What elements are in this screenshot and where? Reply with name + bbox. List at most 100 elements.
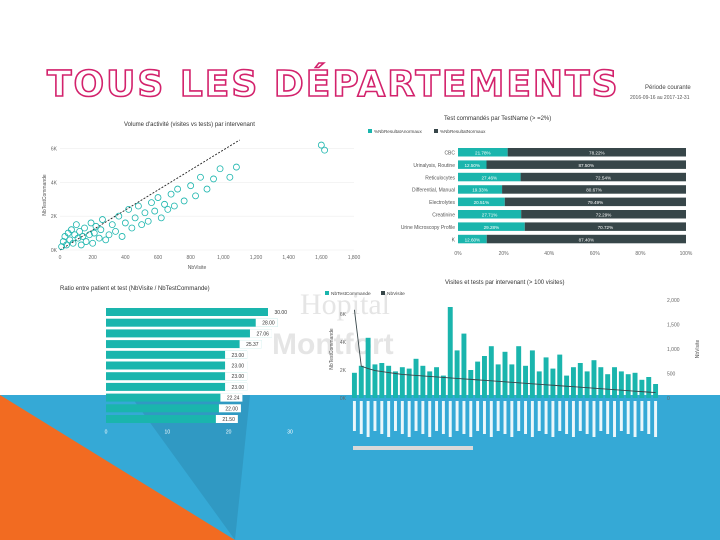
stacked-bar-normal — [504, 197, 686, 207]
stacked-label-normal: 78.22% — [589, 151, 605, 156]
scatter-title: Volume d'activité (visites vs tests) par… — [124, 122, 255, 128]
stacked-bar-chart[interactable]: %NbResultatAnormaux %NbResultatNormaux CBC… — [362, 112, 698, 268]
combo-category-label — [585, 401, 589, 434]
ratio-label-bg — [215, 415, 238, 423]
combo-bar — [434, 367, 440, 398]
combo-category-label — [578, 401, 582, 431]
combo-chart[interactable]: NbTestCommande NbVisite 0K 2K 4K 6K 0 500 1,000 1… — [325, 276, 705, 456]
combo-category-label — [380, 401, 384, 434]
stacked-bar-normal — [486, 234, 686, 244]
combo-category-label — [551, 401, 555, 437]
combo-category-label — [414, 401, 418, 431]
scatter-x-tick: 400 — [121, 255, 130, 261]
stacked-bar-normal — [486, 160, 686, 169]
ratio-label-bg — [220, 393, 243, 402]
scatter-point — [210, 175, 217, 183]
combo-bar — [591, 360, 597, 398]
scatter-point — [81, 224, 88, 232]
combo-category-label — [387, 401, 391, 437]
combo-bar — [523, 365, 528, 398]
scatter-point — [144, 217, 152, 225]
scatter-point — [102, 236, 110, 244]
scatter-point — [63, 241, 70, 249]
combo-category-label — [503, 401, 507, 434]
combo-category-label — [530, 401, 534, 437]
stacked-x-tick: 20% — [499, 251, 510, 257]
ratio-label-bg — [225, 372, 248, 381]
scatter-x-tick: 1,200 — [250, 255, 263, 261]
combo-y2-tick: 2,000 — [667, 298, 680, 304]
scatter-point — [187, 182, 195, 190]
stacked-label-normal: 87.50% — [578, 163, 594, 168]
stacked-bar-abnormal — [458, 234, 487, 244]
stacked-bar-normal — [524, 222, 686, 231]
ratio-bar — [106, 372, 248, 381]
stacked-label-abnormal: 27.46% — [482, 175, 498, 180]
scatter-point — [74, 234, 82, 242]
combo-category-label — [441, 401, 445, 434]
ratio-label-bg — [239, 340, 262, 349]
ratio-label-bg — [225, 361, 248, 370]
combo-bar — [372, 364, 378, 398]
stacked-category-label: Urinalysis, Routine — [413, 163, 455, 169]
combo-category-label — [462, 401, 466, 434]
stacked-label-normal: 72.29% — [596, 213, 612, 218]
combo-y2-tick: 1,500 — [667, 323, 680, 329]
scatter-point — [203, 185, 211, 193]
stacked-legend-label: %NbResultatAnormaux — [374, 129, 422, 134]
combo-category-label — [517, 401, 521, 431]
combo-bar — [379, 363, 385, 398]
ratio-x-tick: 0 — [105, 430, 108, 436]
scatter-point — [90, 229, 98, 237]
scatter-x-tick: 200 — [88, 255, 97, 261]
scatter-point — [77, 241, 85, 249]
scatter-point — [164, 205, 172, 213]
scatter-chart[interactable]: 0K 2K 4K 6K 0 200 400 600 800 1,000 1,200 1,400 1,60… — [40, 118, 362, 270]
scatter-point — [141, 209, 149, 217]
combo-category-label — [435, 401, 439, 431]
combo-category-label — [482, 401, 486, 434]
combo-category-label — [428, 401, 432, 437]
ratio-bar — [106, 318, 278, 327]
ratio-value-label: 28.00 — [262, 321, 275, 327]
combo-bar — [570, 367, 576, 398]
scatter-point — [192, 192, 199, 200]
combo-bar — [440, 375, 446, 398]
combo-bar — [427, 371, 433, 398]
combo-category-label — [592, 401, 596, 437]
ratio-x-tick: 10 — [165, 430, 171, 436]
stacked-bar-normal — [502, 185, 686, 194]
ratio-bar-chart[interactable]: 30.0028.0027.0625.3723.0023.0023.0023.00… — [40, 282, 310, 442]
scatter-y-tick: 6K — [51, 146, 58, 152]
combo-category-label — [613, 401, 616, 437]
stacked-bar-abnormal — [458, 210, 522, 219]
stacked-x-tick: 100% — [680, 251, 693, 257]
combo-category-label — [394, 401, 397, 431]
combo-category-label — [476, 401, 480, 431]
combo-scrollbar — [353, 446, 473, 450]
scatter-y-tick: 0K — [51, 248, 58, 254]
scatter-y-label: NbTestCommande — [42, 174, 48, 216]
combo-bar — [351, 372, 357, 398]
stacked-category-label: CBC — [444, 151, 455, 157]
combo-bar — [550, 368, 556, 398]
scatter-x-label: NbVisite — [188, 265, 207, 270]
stacked-category-label: Electrolytes — [429, 200, 455, 206]
combo-category-label — [571, 401, 575, 437]
scatter-point — [226, 173, 234, 181]
combo-bar — [454, 350, 460, 398]
scatter-point — [95, 234, 103, 242]
ratio-bar — [106, 350, 248, 359]
stacked-label-normal: 80.67% — [586, 188, 602, 193]
combo-category-label — [510, 401, 514, 437]
scatter-point — [64, 229, 72, 237]
combo-bar — [577, 363, 583, 398]
combo-bar — [564, 375, 570, 398]
ratio-label-bg — [268, 308, 290, 316]
stacked-x-tick: 0% — [454, 251, 462, 257]
ratio-bar — [106, 393, 243, 402]
ratio-value-label: 21.50 — [222, 417, 235, 423]
scatter-point — [317, 141, 325, 149]
combo-category-label — [496, 401, 500, 431]
combo-legend-swatch — [381, 291, 385, 295]
